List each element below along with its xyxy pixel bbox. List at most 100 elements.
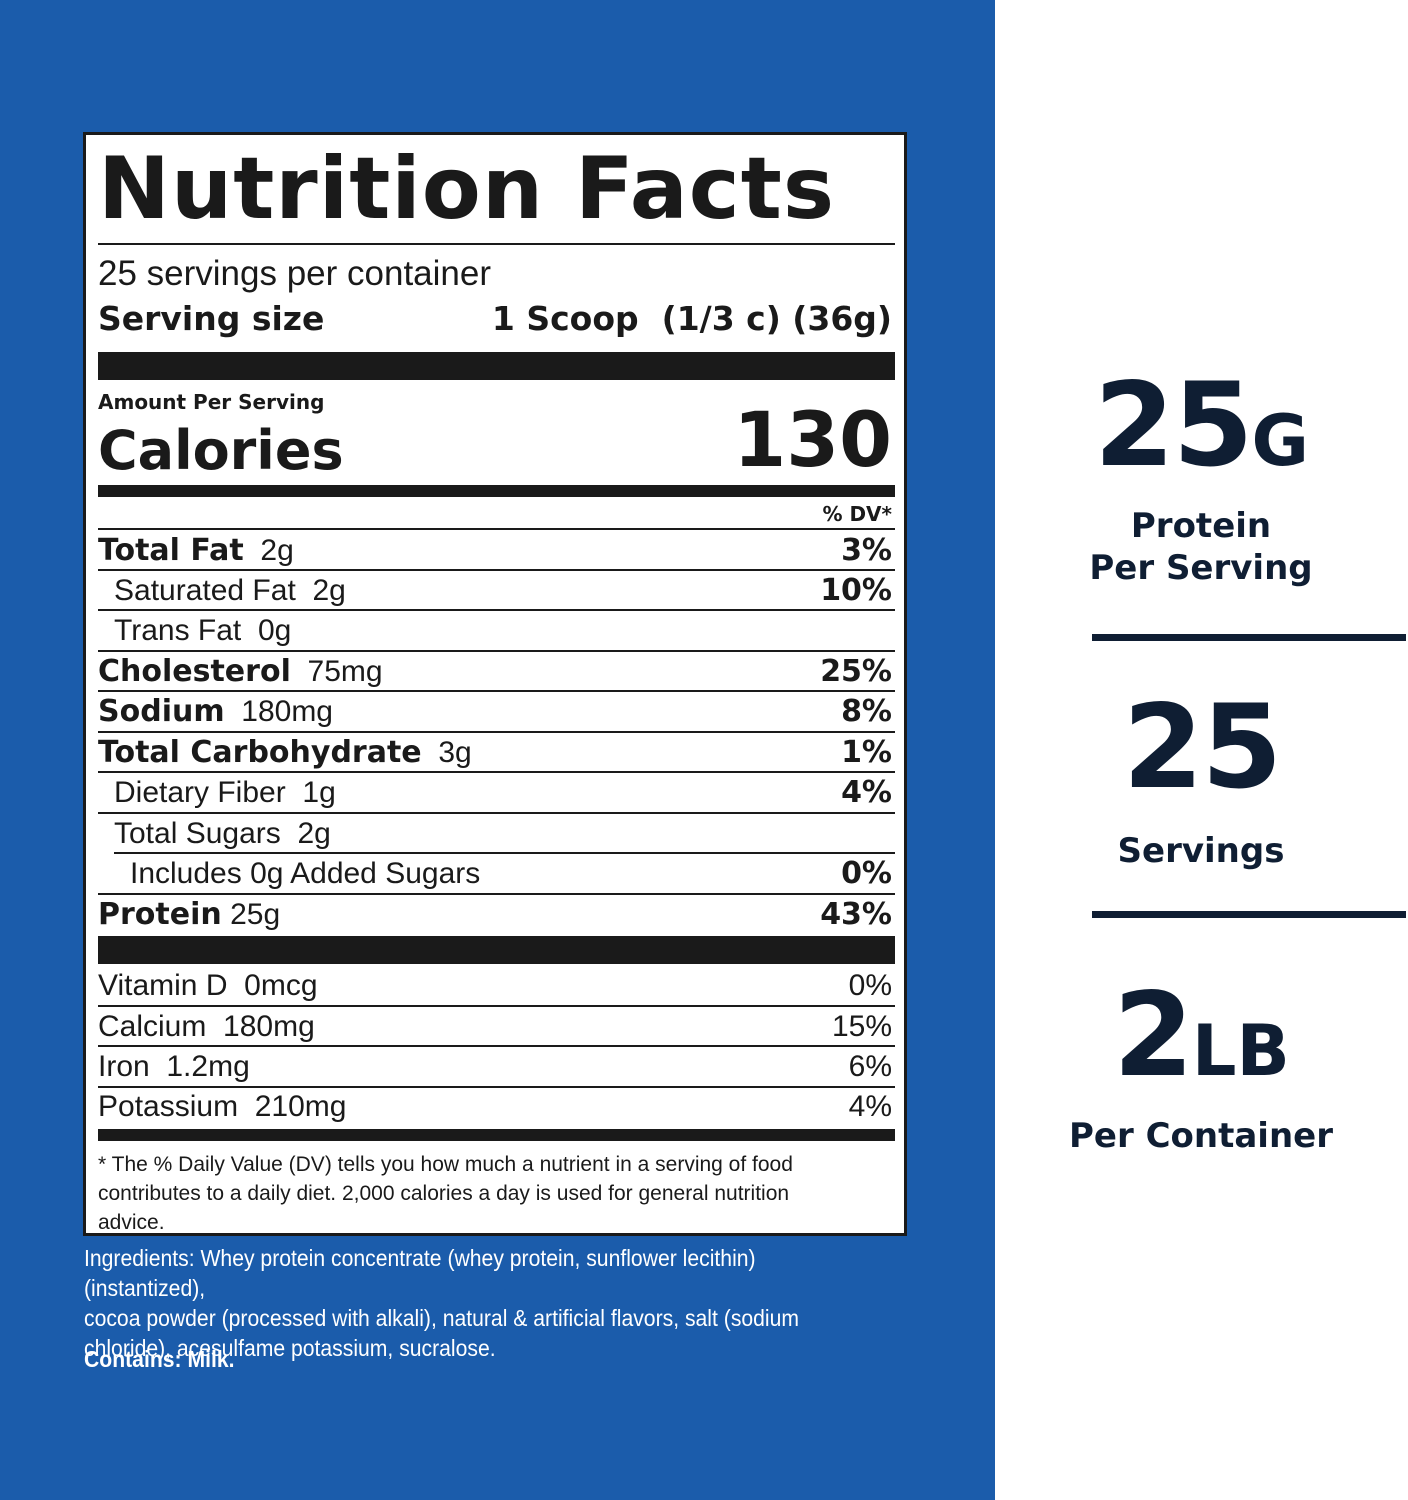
- rule: [98, 893, 895, 895]
- vitamin-amount: 1.2mg: [166, 1050, 250, 1083]
- ingredients-line: chloride), acesulfame potassium, sucralo…: [84, 1335, 496, 1361]
- nutrient-amount: 25g: [230, 898, 281, 931]
- nutrient-dv: 3%: [841, 533, 892, 568]
- nutrition-facts-label: Nutrition Facts 25 servings per containe…: [83, 132, 907, 1236]
- nutrient-dv: 25%: [820, 654, 892, 689]
- servings-per-container: 25 servings per container: [98, 254, 491, 293]
- vitamin-dv: 0%: [848, 969, 892, 1002]
- allergen-contains: Contains: Milk.: [84, 1346, 235, 1372]
- nutrient-row-cholesterol: Cholesterol 75mg: [98, 657, 383, 687]
- nutrient-row-trans-fat: Trans Fat 0g: [114, 616, 291, 646]
- nutrient-amount: 2g: [297, 817, 331, 850]
- vitamin-row-potassium: Potassium 210mg: [98, 1092, 346, 1122]
- nutrient-name: Dietary Fiber: [114, 776, 286, 809]
- footnote-line: advice.: [98, 1211, 165, 1234]
- vitamin-row-vitamin-d: Vitamin D 0mcg: [98, 971, 318, 1001]
- nutrient-row-sodium: Sodium 180mg: [98, 697, 333, 727]
- serving-size-label: Serving size: [98, 299, 325, 338]
- rule: [98, 1045, 895, 1047]
- nutrient-name: Sodium: [98, 694, 225, 729]
- nutrition-facts-title: Nutrition Facts: [98, 139, 836, 239]
- vitamin-row-iron: Iron 1.2mg: [98, 1052, 250, 1082]
- vitamin-amount: 0mcg: [244, 969, 318, 1002]
- rule: [98, 243, 895, 245]
- ingredients-line: cocoa powder (processed with alkali), na…: [84, 1305, 800, 1331]
- thick-rule: [98, 936, 895, 964]
- protein-stat-value: 25G: [995, 368, 1408, 484]
- vitamin-row-calcium: Calcium 180mg: [98, 1012, 315, 1042]
- rule: [98, 650, 895, 652]
- amount-per-serving: Amount Per Serving: [98, 390, 325, 414]
- nutrient-name: Total Carbohydrate: [98, 735, 422, 770]
- nutrient-row-protein: Protein 25g: [98, 900, 280, 930]
- nutrient-name: Total Fat: [98, 533, 244, 568]
- rule: [98, 1086, 895, 1088]
- nutrient-amount: 2g: [260, 534, 294, 567]
- nutrient-amount: 3g: [438, 736, 472, 769]
- rule: [98, 690, 895, 692]
- rule: [98, 812, 895, 814]
- rule: [98, 528, 895, 530]
- vitamin-name: Calcium: [98, 1010, 207, 1043]
- vitamin-dv: 4%: [848, 1090, 892, 1123]
- footnote-line: * The % Daily Value (DV) tells you how m…: [98, 1153, 793, 1176]
- nutrient-dv: 4%: [841, 775, 892, 810]
- nutrient-amount: 180mg: [241, 695, 333, 728]
- nutrient-dv: 0%: [841, 856, 892, 891]
- vitamin-amount: 180mg: [223, 1010, 315, 1043]
- vitamin-dv: 15%: [831, 1010, 892, 1043]
- nutrient-dv: 43%: [820, 897, 892, 932]
- rule: [98, 1005, 895, 1007]
- protein-label-line: Per Serving: [1089, 548, 1313, 588]
- ingredients-line: Ingredients: Whey protein concentrate (w…: [84, 1245, 756, 1301]
- nutrient-row-total-carbohydrate: Total Carbohydrate 3g: [98, 738, 472, 768]
- ingredients-text: Ingredients: Whey protein concentrate (w…: [84, 1243, 848, 1363]
- weight-stat-value: 2LB: [995, 978, 1408, 1094]
- thick-rule: [98, 352, 895, 380]
- dv-header: % DV*: [822, 502, 892, 526]
- footnote-line: contributes to a daily diet. 2,000 calor…: [98, 1182, 790, 1205]
- nutrient-dv: 10%: [820, 573, 892, 608]
- footnote: * The % Daily Value (DV) tells you how m…: [98, 1150, 793, 1237]
- nutrient-dv: 8%: [841, 694, 892, 729]
- nutrient-dv: 1%: [841, 735, 892, 770]
- serving-size-value: 1 Scoop (1/3 c) (36g): [491, 299, 892, 338]
- rule: [114, 852, 895, 854]
- rule: [98, 771, 895, 773]
- nutrient-amount: 0g: [257, 614, 292, 647]
- protein-label-line: Protein: [1130, 506, 1272, 546]
- rule: [98, 609, 895, 611]
- stat-divider: [1092, 911, 1406, 918]
- nutrient-amount: 2g: [312, 574, 346, 607]
- nutrient-amount: 1g: [302, 776, 336, 809]
- servings-stat-label: Servings: [1117, 831, 1285, 871]
- rule: [98, 731, 895, 733]
- protein-unit: G: [1251, 400, 1309, 482]
- medium-rule: [98, 485, 895, 497]
- calories-value: 130: [733, 395, 892, 484]
- vitamin-name: Potassium: [98, 1090, 239, 1123]
- vitamin-name: Iron: [98, 1050, 150, 1083]
- rule: [98, 569, 895, 571]
- weight-number: 2: [1113, 968, 1194, 1103]
- medium-rule: [98, 1129, 895, 1141]
- nutrient-name: Total Sugars: [114, 817, 281, 850]
- nutrient-name: Saturated Fat: [114, 574, 296, 607]
- nutrient-name: Cholesterol: [98, 654, 291, 689]
- weight-unit: LB: [1191, 1010, 1290, 1092]
- stat-divider: [1092, 634, 1406, 641]
- protein-stat-label: Protein Per Serving: [951, 505, 1408, 589]
- nutrient-row-total-fat: Total Fat 2g: [98, 536, 294, 566]
- nutrient-row-dietary-fiber: Dietary Fiber 1g: [114, 778, 336, 808]
- nutrient-amount: 75mg: [307, 655, 383, 688]
- vitamin-name: Vitamin D: [98, 969, 228, 1002]
- vitamin-dv: 6%: [848, 1050, 892, 1083]
- servings-stat-value: 25: [1122, 680, 1282, 815]
- nutrient-name: Trans Fat: [114, 614, 242, 647]
- nutrient-row-added-sugars: Includes 0g Added Sugars: [130, 857, 481, 890]
- nutrient-row-saturated-fat: Saturated Fat 2g: [114, 576, 346, 606]
- nutrient-row-total-sugars: Total Sugars 2g: [114, 819, 331, 849]
- nutrient-name: Protein: [98, 897, 222, 932]
- protein-number: 25: [1094, 358, 1253, 493]
- calories-label: Calories: [98, 419, 344, 482]
